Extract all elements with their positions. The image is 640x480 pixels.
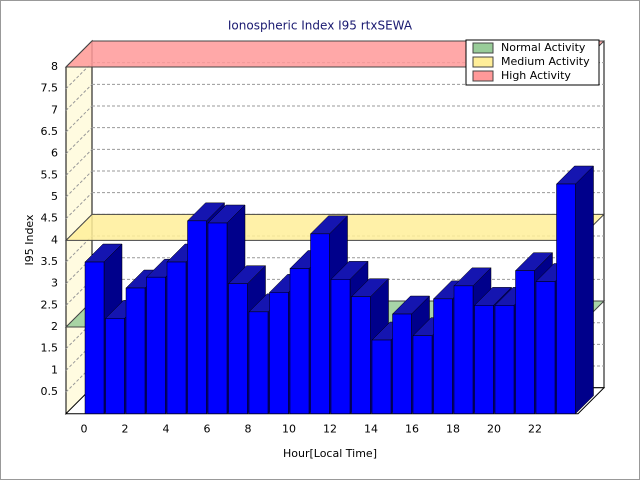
x-tick-label: 20 (487, 423, 501, 436)
y-tick-label: 3 (51, 277, 58, 290)
bar (433, 298, 453, 414)
x-tick-label: 10 (282, 423, 296, 436)
bar (412, 335, 433, 414)
bar (330, 279, 351, 414)
x-tick-label: 0 (81, 423, 88, 436)
bar (289, 268, 310, 414)
x-tick-label: 8 (245, 423, 252, 436)
bar (248, 311, 269, 414)
bar-side (575, 165, 594, 415)
grid-line (65, 170, 93, 198)
grid-line (65, 148, 93, 176)
bar (125, 287, 146, 414)
grid-line (65, 192, 93, 220)
y-tick-label: 1.5 (41, 342, 59, 355)
bar (515, 270, 535, 414)
y-tick-label: 3.5 (41, 255, 59, 268)
bar (392, 313, 412, 414)
legend-swatch (472, 56, 494, 68)
legend-label: Medium Activity (501, 55, 590, 68)
bar (146, 276, 166, 414)
bar (207, 222, 228, 414)
bar (166, 261, 187, 414)
bar (371, 339, 392, 414)
y-tick-label: 1 (51, 363, 58, 376)
y-tick-label: 2 (51, 320, 58, 333)
bar (310, 233, 330, 414)
y-tick-label: 4.5 (41, 212, 59, 225)
x-tick-label: 6 (204, 423, 211, 436)
x-tick-label: 16 (405, 423, 419, 436)
y-tick-label: 8 (51, 60, 58, 73)
x-tick-label: 2 (122, 423, 129, 436)
bar (228, 283, 248, 414)
x-tick-label: 18 (446, 423, 460, 436)
y-tick-label: 2.5 (41, 298, 59, 311)
bar (84, 261, 105, 414)
x-axis-title: Hour[Local Time] (283, 447, 377, 460)
bar (453, 285, 474, 414)
legend-swatch (472, 42, 494, 54)
y-axis-title: I95 Index (23, 214, 36, 266)
y-tick-label: 5 (51, 190, 58, 203)
y-tick-label: 6.5 (41, 125, 59, 138)
chart-title: Ionospheric Index I95 rtxSEWA (228, 19, 413, 33)
y-tick-label: 6 (51, 147, 58, 160)
grid-line (65, 127, 93, 155)
y-tick-label: 5.5 (41, 168, 59, 181)
x-tick-label: 12 (323, 423, 337, 436)
bar (494, 305, 515, 414)
bar (269, 292, 289, 414)
x-tick-label: 22 (528, 423, 542, 436)
y-tick-label: 7 (51, 103, 58, 116)
x-tick-label: 4 (163, 423, 170, 436)
grid-line (65, 105, 93, 133)
y-tick-label: 7.5 (41, 82, 59, 95)
bar (535, 281, 556, 414)
y-tick-label: 0.5 (41, 385, 59, 398)
legend-label: Normal Activity (501, 41, 586, 54)
bar (474, 305, 494, 414)
grid-line (65, 83, 93, 111)
y-tick-label: 4 (51, 233, 58, 246)
x-tick-label: 14 (364, 423, 378, 436)
bar (351, 296, 371, 414)
bar (105, 318, 125, 414)
legend-label: High Activity (501, 69, 571, 82)
bar (556, 183, 576, 414)
bar (187, 220, 207, 414)
legend-swatch (472, 70, 494, 82)
